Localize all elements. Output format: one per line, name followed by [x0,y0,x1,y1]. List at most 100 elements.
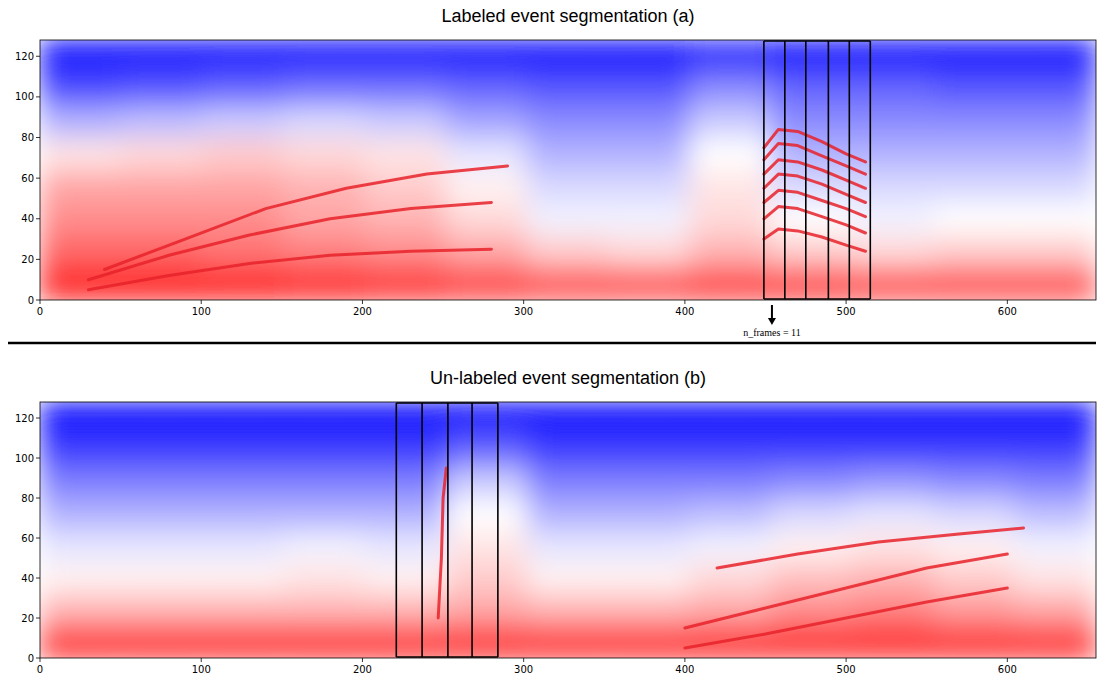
cell [202,498,284,531]
frame-boundary [395,403,397,657]
cell [446,434,528,467]
plot-area [40,40,1096,300]
frame-boundary [421,403,423,657]
panel-title: Labeled event segmentation (a) [441,6,694,26]
harmonic-line [764,144,866,175]
cell [1014,40,1096,73]
cell [121,434,203,467]
cell [608,594,690,627]
cell [852,202,934,236]
cell [446,170,528,204]
cell [283,498,365,531]
y-tick [36,137,40,138]
separator [8,342,1096,345]
x-tick [201,300,202,304]
annotation: n_frames = 11 [743,327,800,338]
cell [446,466,528,499]
cell [40,530,122,563]
cell [1014,562,1096,595]
x-tick-label: 500 [837,664,856,675]
cell [446,72,528,106]
cell [852,40,934,73]
cell [446,267,528,300]
cell [689,466,771,499]
cell [771,466,853,499]
cell [121,202,203,236]
y-tick [36,418,40,419]
cell [1014,498,1096,531]
x-tick-label: 0 [37,664,43,675]
frame-boundary [805,41,807,299]
frame-boundary [763,41,765,299]
cell [771,434,853,467]
plot-area [40,402,1096,658]
cell [202,72,284,106]
y-tick [36,658,40,659]
y-tick-label: 80 [21,493,34,504]
cell [446,594,528,627]
frame-bottom [764,298,870,300]
x-tick [684,658,685,662]
cell [852,498,934,531]
cell [446,402,528,435]
cell [202,170,284,204]
cell [364,72,446,106]
y-tick [36,300,40,301]
cell [1014,202,1096,236]
y-tick-label: 120 [15,413,34,424]
x-tick-label: 200 [353,664,372,675]
frame-boundary [828,41,830,299]
cell [121,40,203,73]
frame-boundary [849,41,851,299]
x-tick [684,300,685,304]
y-tick-label: 120 [15,51,34,62]
cell [527,562,609,595]
annotation-arrowhead [768,318,776,325]
cell [1014,626,1096,659]
harmonic-line [764,160,866,189]
cell [771,40,853,73]
y-tick [36,618,40,619]
cell [446,562,528,595]
frame-top [396,402,498,404]
cell [1014,170,1096,204]
harmonic-line [88,203,491,280]
frame-boundary [784,41,786,299]
frame-boundary [869,41,871,299]
cell [121,498,203,531]
cell [283,40,365,73]
cell [527,235,609,269]
y-tick [36,498,40,499]
cell [1014,466,1096,499]
x-tick [40,658,41,662]
cell [40,434,122,467]
cell [283,434,365,467]
x-tick-label: 100 [192,664,211,675]
cell [202,530,284,563]
harmonic-line [764,174,866,202]
cell [1014,105,1096,139]
cell [771,72,853,106]
frame-bottom [396,656,498,658]
cell [40,562,122,595]
cell [852,434,934,467]
x-tick [201,658,202,662]
cell [608,434,690,467]
cell [527,402,609,435]
cell [933,626,1015,659]
cell [40,105,122,139]
x-tick [40,300,41,304]
cell [689,72,771,106]
x-tick-label: 300 [514,306,533,317]
cell [527,72,609,106]
y-tick-label: 100 [15,453,34,464]
cell [608,202,690,236]
cell [40,466,122,499]
cell [527,498,609,531]
cell [202,40,284,73]
segmentation [764,41,870,299]
x-tick-label: 0 [37,306,43,317]
cell [527,626,609,659]
cell [1014,235,1096,269]
frame-boundary [447,403,449,657]
